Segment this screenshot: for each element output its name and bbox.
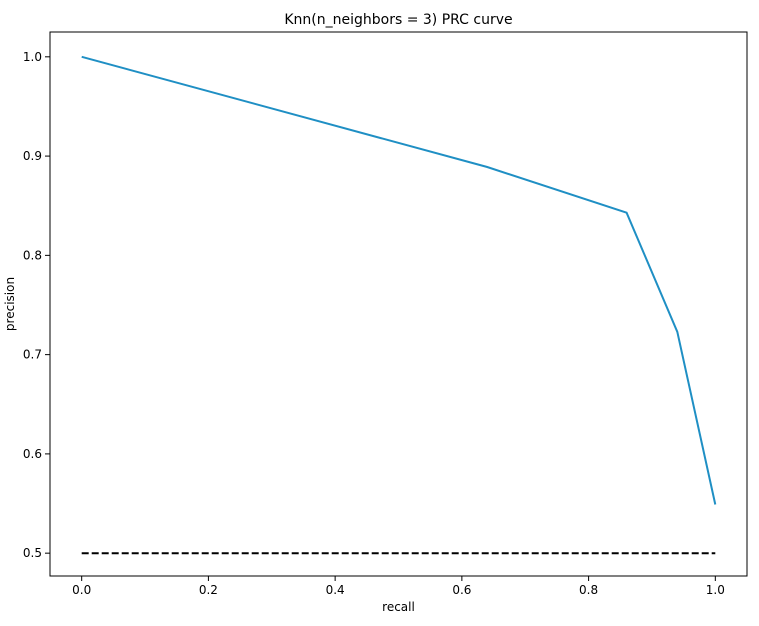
prc-series-line: [81, 55, 717, 505]
y-tick-label: 1.0: [23, 50, 42, 64]
y-tick-label: 0.6: [23, 447, 42, 461]
x-tick-label: 0.2: [199, 583, 218, 597]
y-tick-label: 0.5: [23, 546, 42, 560]
y-axis: 0.5 0.6 0.7 0.8 0.9 1.0: [23, 50, 50, 560]
x-axis-label: recall: [382, 600, 415, 614]
x-axis: 0.0 0.2 0.4 0.6 0.8 1.0: [72, 576, 725, 597]
y-tick-label: 0.7: [23, 348, 42, 362]
x-tick-label: 0.6: [452, 583, 471, 597]
plot-frame: [49, 31, 748, 577]
x-tick-label: 1.0: [706, 583, 725, 597]
series-layer: [81, 55, 717, 555]
chart-title: Knn(n_neighbors = 3) PRC curve: [284, 12, 512, 28]
x-tick-label: 0.0: [72, 583, 91, 597]
x-tick-label: 0.8: [579, 583, 598, 597]
y-axis-label: precision: [3, 277, 17, 331]
x-tick-label: 0.4: [326, 583, 345, 597]
y-tick-label: 0.9: [23, 149, 42, 163]
y-tick-label: 0.8: [23, 248, 42, 262]
